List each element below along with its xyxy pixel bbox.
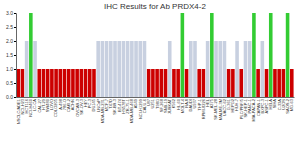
bar — [290, 69, 294, 97]
bar — [265, 69, 269, 97]
y-tick — [14, 69, 16, 70]
y-tick — [14, 41, 16, 42]
bar — [202, 69, 206, 97]
bar — [96, 41, 100, 97]
bar — [63, 69, 67, 97]
bar — [75, 69, 79, 97]
plot: 0.0 0.5 1.0 1.5 2.0 2.5 3.0 NSCLC/ADE1NCI-H23HC… — [6, 10, 294, 124]
bar — [244, 41, 248, 97]
bar — [151, 69, 155, 97]
y-tick-label: 1.0 — [6, 66, 13, 72]
bar — [269, 13, 273, 97]
bar — [273, 69, 277, 97]
bar — [189, 41, 193, 97]
bar — [109, 41, 113, 97]
bar — [210, 13, 214, 97]
bars — [16, 13, 293, 97]
bar — [252, 13, 256, 97]
bar — [54, 69, 58, 97]
bar — [126, 41, 130, 97]
bar — [227, 69, 231, 97]
y-tick-group: 0.0 — [6, 94, 16, 100]
y-tick-label: 3.0 — [6, 10, 13, 16]
y-tick-group: 2.5 — [6, 24, 16, 30]
y-tick-label: 0.0 — [6, 94, 13, 100]
bar — [176, 69, 180, 97]
bar — [277, 69, 281, 97]
y-tick-label: 1.5 — [6, 52, 13, 58]
bar — [59, 69, 63, 97]
y-tick-group: 1.5 — [6, 52, 16, 58]
y-axis: 0.0 0.5 1.0 1.5 2.0 2.5 3.0 — [6, 10, 16, 100]
bar — [37, 69, 41, 97]
y-tick — [14, 27, 16, 28]
chart: IHC Results for Ab PRDX4-2 0.0 0.5 1.0 1.5 2.… — [0, 0, 300, 144]
bar — [50, 69, 54, 97]
bar — [181, 13, 185, 97]
y-tick-label: 2.0 — [6, 38, 13, 44]
y-tick — [14, 97, 16, 98]
bar — [164, 69, 168, 97]
bar — [223, 41, 227, 97]
bar — [88, 69, 92, 97]
bar — [67, 69, 71, 97]
y-tick-label: 0.5 — [6, 80, 13, 86]
bar — [214, 41, 218, 97]
bar — [143, 41, 147, 97]
bar — [105, 41, 109, 97]
bar — [130, 41, 134, 97]
y-tick-label: 2.5 — [6, 24, 13, 30]
y-axis-line — [14, 14, 17, 98]
bar — [122, 41, 126, 97]
y-tick-group: 1.0 — [6, 66, 16, 72]
x-axis-line — [17, 97, 295, 98]
x-tick-label: MG-63 — [289, 98, 294, 111]
y-tick — [14, 55, 16, 56]
bar — [155, 69, 159, 97]
bar — [71, 69, 75, 97]
y-tick-group: 3.0 — [6, 10, 16, 16]
bar — [286, 13, 290, 97]
bar — [185, 69, 189, 97]
bar — [239, 69, 243, 97]
bar — [92, 69, 96, 97]
bar — [33, 41, 37, 97]
bar — [42, 69, 46, 97]
title: IHC Results for Ab PRDX4-2 — [104, 2, 206, 11]
bar — [21, 69, 25, 97]
y-tick — [14, 83, 16, 84]
bar — [80, 69, 84, 97]
bar — [160, 69, 164, 97]
y-tick-group: 2.0 — [6, 38, 16, 44]
x-axis: NSCLC/ADE1NCI-H23HCT116NCI-H460LC-CACAL-… — [16, 97, 295, 124]
bar — [256, 69, 260, 97]
bar — [282, 69, 286, 97]
bar — [235, 41, 239, 97]
bar — [46, 69, 50, 97]
bar — [172, 69, 176, 97]
y-tick — [14, 13, 16, 14]
bar — [193, 41, 197, 97]
bar — [168, 41, 172, 97]
bar — [261, 41, 265, 97]
bar — [231, 69, 235, 97]
bar — [248, 41, 252, 97]
y-tick-group: 0.5 — [6, 80, 16, 86]
bar — [113, 41, 117, 97]
bar — [197, 69, 201, 97]
bar — [117, 41, 121, 97]
bar — [138, 41, 142, 97]
bar — [147, 69, 151, 97]
bar — [206, 41, 210, 97]
bar — [218, 41, 222, 97]
x-tick-group: MG-63 — [289, 97, 294, 111]
bar — [84, 69, 88, 97]
bar — [101, 41, 105, 97]
bar — [25, 41, 29, 97]
bar — [134, 41, 138, 97]
bar — [29, 13, 33, 97]
